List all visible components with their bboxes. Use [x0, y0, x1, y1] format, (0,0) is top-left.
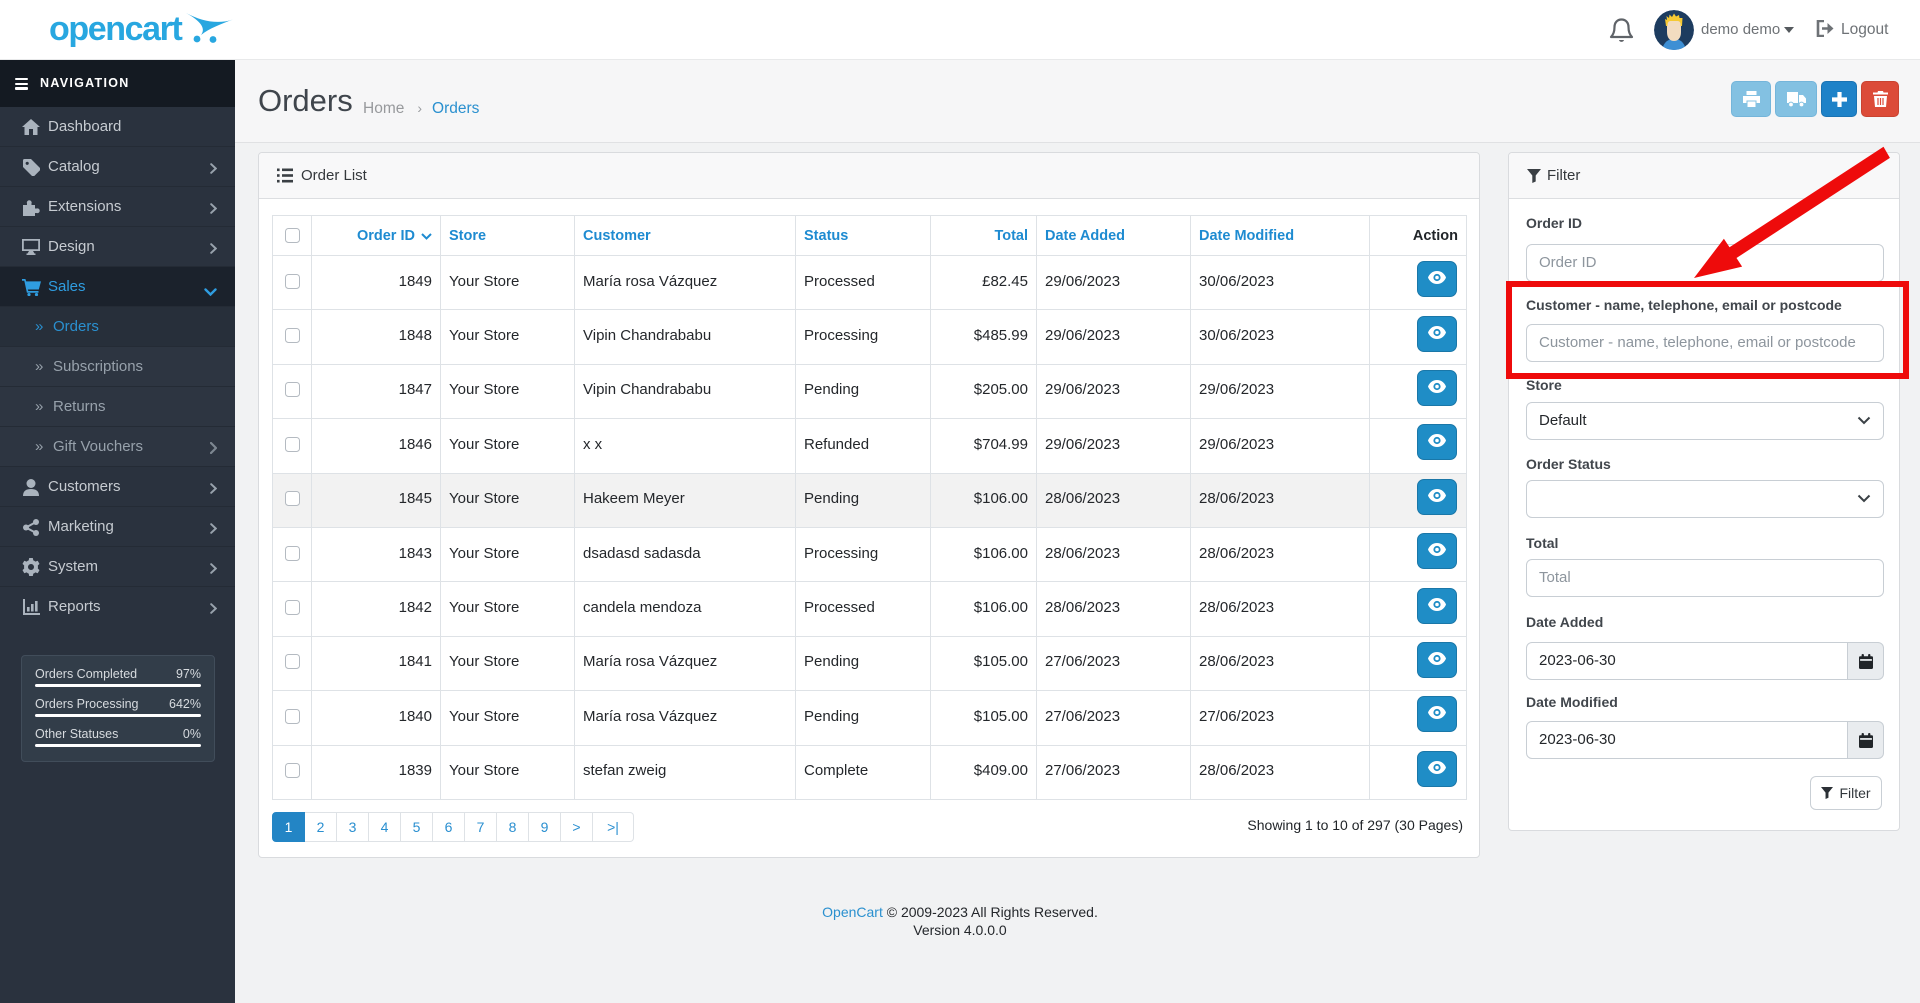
svg-text:opencart: opencart: [50, 10, 182, 48]
